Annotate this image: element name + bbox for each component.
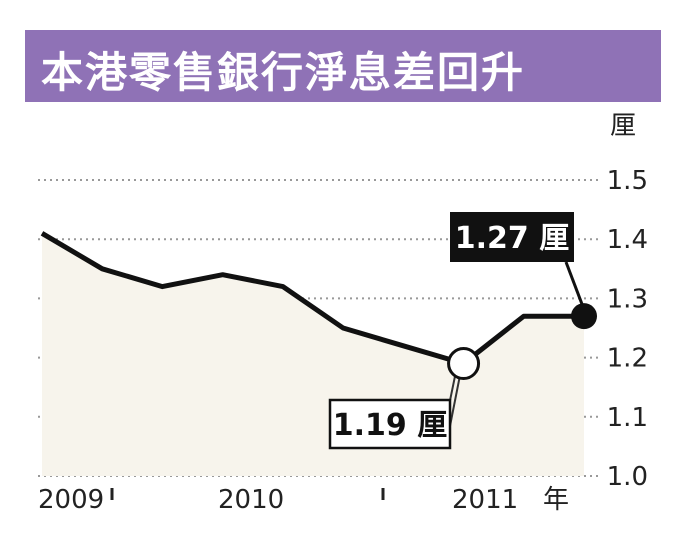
markers [447, 303, 597, 381]
y-tick-label: 1.4 [607, 225, 648, 255]
y-tick-label: 1.5 [607, 166, 648, 196]
x-tick-label: 2009 [38, 485, 104, 515]
x-tick-label: 2010 [218, 485, 284, 515]
chart-title: 本港零售銀行淨息差回升 [41, 48, 526, 97]
y-tick-label: 1.3 [607, 284, 648, 314]
callout-high-box [450, 212, 574, 262]
y-tick-label: 1.1 [607, 403, 648, 433]
axis-ticks: 1.5 1.4 1.3 1.2 1.1 1.0 厘 2009 2010 2011 年 [38, 111, 648, 515]
series-line [40, 231, 584, 366]
title-bar: 本港零售銀行淨息差回升 [25, 30, 661, 102]
y-tick-label: 1.2 [607, 344, 648, 374]
low-point-marker [447, 347, 481, 381]
area-fill [42, 233, 584, 476]
callout-high-label: 1.27 厘 [455, 221, 569, 256]
high-point-marker [571, 303, 597, 330]
x-tick-label: 2011 [452, 485, 518, 515]
callout-leader [564, 261, 584, 305]
y-tick-label: 1.0 [607, 462, 648, 492]
y-unit-label: 厘 [610, 111, 636, 141]
x-unit-label: 年 [543, 485, 569, 515]
callouts: 1.19 厘 1.27 厘 [328, 212, 584, 450]
callout-leader [449, 377, 461, 427]
callout-low-label: 1.19 厘 [333, 408, 447, 443]
callout-low-box [328, 398, 452, 450]
